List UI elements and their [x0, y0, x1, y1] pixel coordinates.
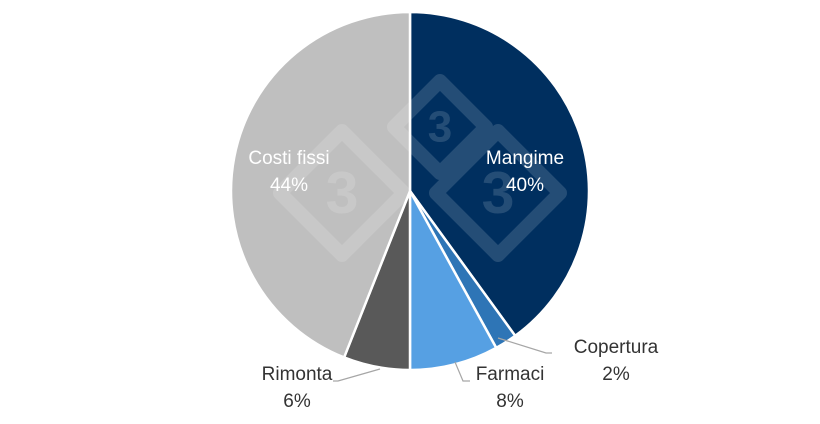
- watermark-logo: 333: [273, 74, 567, 262]
- pie-slice-mangime: [408, 10, 591, 338]
- pie-slices: [229, 10, 591, 372]
- pie-labels: Mangime 40% Copertura 2% Farmaci 8% Rimonta 6% C…: [248, 148, 658, 412]
- leader-line-copertura: [497, 337, 552, 354]
- slice-label-costi-fissi: Costi fissi: [248, 148, 329, 169]
- slice-value-costi-fissi: 44%: [270, 175, 308, 196]
- slice-label-rimonta: Rimonta: [262, 364, 333, 385]
- leader-line-rimonta: [333, 368, 381, 382]
- slice-label-copertura: Copertura: [574, 337, 659, 358]
- slice-value-rimonta: 6%: [283, 391, 311, 412]
- leader-line-farmaci: [454, 361, 470, 382]
- slice-value-farmaci: 8%: [496, 391, 524, 412]
- pie-slice-costi-fissi: [229, 10, 412, 359]
- pie-slice-farmaci: [408, 189, 498, 372]
- slice-label-farmaci: Farmaci: [476, 364, 545, 385]
- svg-text:3: 3: [482, 160, 515, 226]
- slice-value-mangime: 40%: [506, 175, 544, 196]
- slice-value-copertura: 2%: [602, 364, 630, 385]
- svg-text:3: 3: [428, 103, 452, 152]
- svg-text:3: 3: [326, 160, 359, 226]
- slice-label-mangime: Mangime: [486, 148, 564, 169]
